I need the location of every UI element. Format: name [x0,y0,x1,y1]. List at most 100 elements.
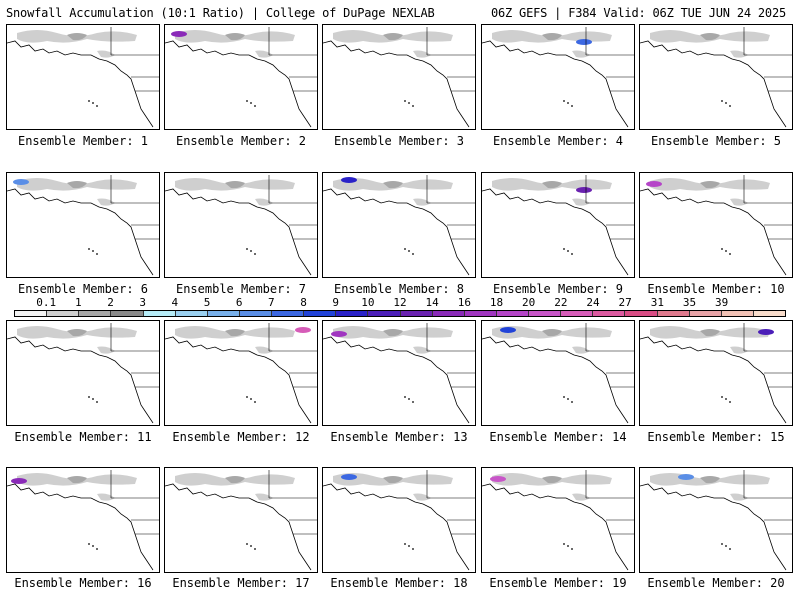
snowfall-shading [413,198,431,206]
ensemble-member-label: Ensemble Member: 20 [647,576,785,590]
colorbar-swatch [400,311,433,316]
ensemble-member-label: Ensemble Member: 15 [647,430,785,444]
colorbar-tick: 31 [650,296,664,309]
colorbar-tick: 22 [554,296,568,309]
island-marker [250,250,252,252]
snowfall-shading [383,476,403,484]
map-graphic [482,323,634,424]
colorbar-swatch [207,311,240,316]
map-graphic [165,27,317,128]
snowfall-shading [225,33,245,41]
snowfall-shading [413,493,431,501]
colorbar-tick: 5 [203,296,211,309]
map-graphic [640,470,792,571]
ensemble-member-label: Ensemble Member: 1 [17,134,149,148]
coastline [482,40,629,128]
island-marker [404,248,406,250]
snowfall-heavy-shading [13,179,29,185]
ensemble-member-label: Ensemble Member: 10 [647,282,785,296]
snowfall-heavy-shading [341,177,357,183]
ensemble-map-panel [481,24,635,130]
political-boundary [110,175,159,240]
island-marker [250,102,252,104]
colorbar-tick: 6 [235,296,243,309]
island-marker [408,545,410,547]
map-graphic [323,175,475,276]
island-marker [246,100,248,102]
island-marker [412,105,414,107]
colorbar-swatch [336,311,369,316]
map-graphic [323,27,475,128]
political-boundary [743,175,792,240]
snowfall-heavy-shading [576,39,592,45]
snowfall-shading [730,198,748,206]
coastline [165,188,312,276]
ensemble-member-label: Ensemble Member: 5 [650,134,782,148]
colorbar-tick: 35 [682,296,697,309]
island-marker [571,253,573,255]
colorbar-swatch [368,311,401,316]
island-marker [254,401,256,403]
snowfall-shading [97,346,115,354]
political-boundary [426,470,475,535]
ensemble-member-label: Ensemble Member: 6 [17,282,149,296]
snowfall-shading [255,50,273,58]
coastline [323,336,470,424]
island-marker [88,248,90,250]
island-marker [567,545,569,547]
political-boundary [743,27,792,92]
coastline [640,336,787,424]
snowfall-shading [225,181,245,189]
island-marker [254,548,256,550]
political-boundary [743,470,792,535]
colorbar [14,310,786,317]
colorbar-swatch [432,311,465,316]
snowfall-heavy-shading [331,331,347,337]
colorbar-tick: 9 [332,296,339,309]
political-boundary [110,323,159,388]
snowfall-shading [225,476,245,484]
island-marker [96,253,98,255]
map-graphic [7,323,159,424]
island-marker [88,543,90,545]
political-boundary [585,323,634,388]
snowfall-heavy-shading [678,474,694,480]
island-marker [725,250,727,252]
map-graphic [482,175,634,276]
colorbar-tick: 4 [171,296,179,309]
colorbar-tick: 2 [107,296,114,309]
snowfall-shading [700,33,720,41]
island-marker [563,100,565,102]
ensemble-map-panel [6,320,160,426]
snowfall-shading [730,346,748,354]
colorbar-swatch [79,311,112,316]
ensemble-member-label: Ensemble Member: 14 [489,430,627,444]
snowfall-heavy-shading [341,474,357,480]
ensemble-member-label: Ensemble Member: 11 [14,430,152,444]
colorbar-tick: 39 [715,296,729,309]
snowfall-shading [572,198,590,206]
map-graphic [482,27,634,128]
colorbar-swatch [111,311,144,316]
ensemble-map-panel [164,320,318,426]
island-marker [729,105,731,107]
snowfall-heavy-shading [758,329,774,335]
island-marker [404,100,406,102]
coastline [323,40,470,128]
colorbar-swatch [175,311,208,316]
ensemble-map-panel [6,24,160,130]
snowfall-shading [542,181,562,189]
political-boundary [426,323,475,388]
ensemble-map-panel [164,24,318,130]
snowfall-shading [225,329,245,337]
island-marker [250,398,252,400]
snowfall-shading [67,476,87,484]
island-marker [729,253,731,255]
snowfall-heavy-shading [490,476,506,482]
colorbar-swatch [272,311,305,316]
political-boundary [268,470,317,535]
political-boundary [268,323,317,388]
coastline [482,188,629,276]
ensemble-map-panel [322,24,476,130]
snowfall-shading [542,329,562,337]
